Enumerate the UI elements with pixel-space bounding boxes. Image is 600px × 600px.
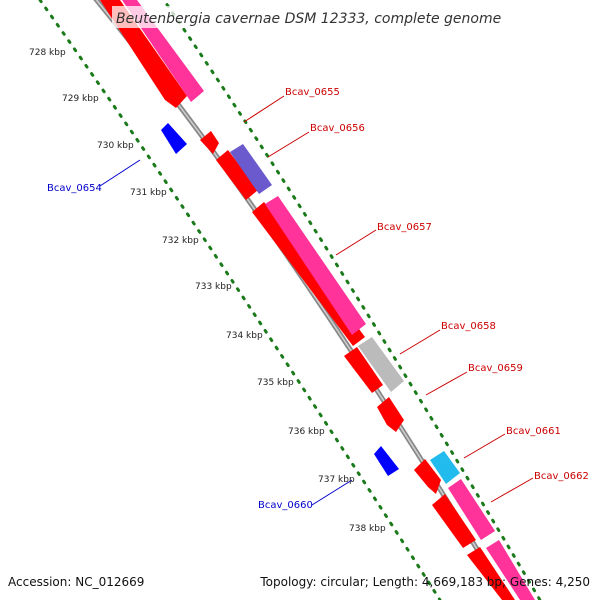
reverse-cds-track [161,123,399,476]
tick-label: 738 kbp [349,524,386,534]
outer-dotted-ring [162,0,542,600]
cds-arrow-0654[interactable] [161,123,187,154]
tick-label: 734 kbp [226,331,263,341]
tick-label: 731 kbp [130,188,167,198]
cds-arrow-0662a[interactable] [432,494,476,548]
gene-labels: Bcav_0655 Bcav_0656 Bcav_0657 Bcav_0658 … [47,87,589,511]
cds-arrow-0662b[interactable] [467,547,515,600]
leader-0661 [463,433,506,459]
leader-0660 [311,479,353,506]
gene-label-0654[interactable]: Bcav_0654 [47,183,102,194]
tick-label: 730 kbp [97,141,134,151]
accession-text: Accession: NC_012669 [8,575,144,589]
leader-0658 [399,329,441,355]
tick-label: 737 kbp [318,475,355,485]
cds-arrow-0659a[interactable] [344,347,383,393]
feature-pink-3[interactable] [448,479,495,540]
feature-grey[interactable] [358,337,404,392]
cds-arrow-0661[interactable] [414,459,441,494]
leader-0657 [335,229,377,256]
tick-label: 728 kbp [29,48,66,58]
feature-pink-4[interactable] [486,540,535,600]
feature-cyan[interactable] [430,451,460,484]
title-backdrop [112,6,492,28]
gene-label-0657[interactable]: Bcav_0657 [377,222,432,233]
tick-label: 736 kbp [288,427,325,437]
cds-arrow-0660[interactable] [374,446,399,476]
tick-label: 735 kbp [257,378,294,388]
gene-label-0662[interactable]: Bcav_0662 [534,471,589,482]
gene-label-0658[interactable]: Bcav_0658 [441,321,496,332]
feature-pink-2[interactable] [265,196,366,335]
tick-label: 733 kbp [195,282,232,292]
inner-dotted-ring [38,0,442,600]
leader-0655 [243,95,285,123]
gene-label-0656[interactable]: Bcav_0656 [310,123,365,134]
gene-label-0659[interactable]: Bcav_0659 [468,363,523,374]
leader-0659 [425,371,468,396]
gene-label-0660[interactable]: Bcav_0660 [258,500,313,511]
kbp-tick-labels: 728 kbp 729 kbp 730 kbp 731 kbp 732 kbp … [29,48,386,534]
leader-0654 [99,159,141,187]
cds-arrow-0656[interactable] [200,131,219,154]
tick-label: 732 kbp [162,236,199,246]
feature-purple[interactable] [230,144,272,194]
cds-arrow-0659b[interactable] [377,397,404,432]
genome-title: Beutenbergia cavernae DSM 12333, complet… [116,11,501,27]
tick-label: 729 kbp [62,94,99,104]
gene-label-0661[interactable]: Bcav_0661 [506,426,561,437]
genome-summary-text: Topology: circular; Length: 4,669,183 bp… [259,575,590,589]
gene-label-0655[interactable]: Bcav_0655 [285,87,340,98]
leader-0656 [267,131,310,158]
cds-arrow-0657a[interactable] [216,150,258,200]
leader-0662 [490,477,534,503]
label-leaders [99,95,534,506]
